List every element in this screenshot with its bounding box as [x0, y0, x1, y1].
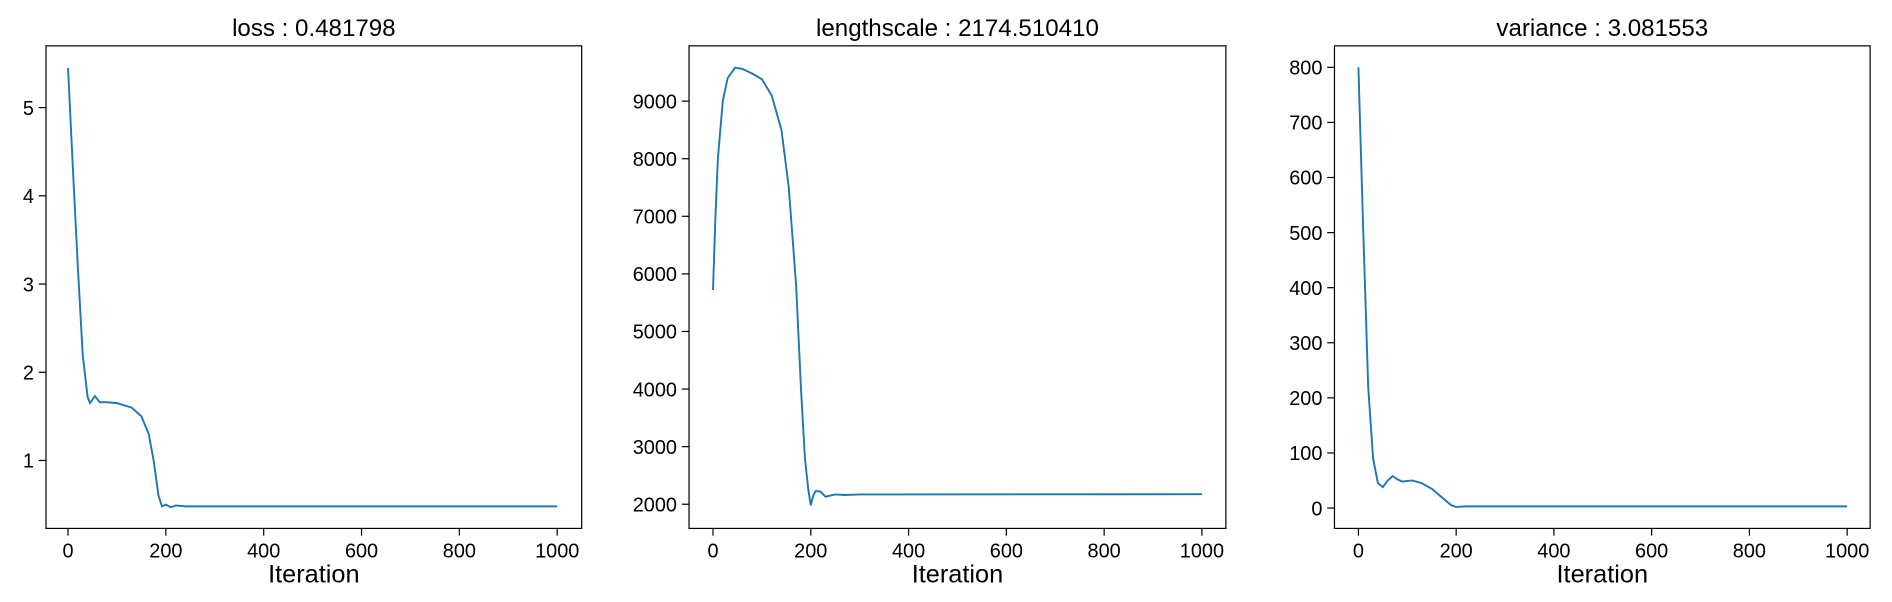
y-tick-label: 600	[1289, 168, 1322, 190]
plot-frame	[45, 45, 583, 530]
x-tick-label: 800	[1088, 540, 1121, 562]
y-tick-label: 700	[1289, 113, 1322, 135]
y-tick-label: 800	[1289, 58, 1322, 80]
panel: lengthscale : 2174.510410 0 200 400 600 800 10…	[633, 15, 1227, 589]
x-axis-label: Iteration	[1557, 561, 1649, 589]
y-tick-label: 200	[1289, 388, 1322, 410]
x-tick-label: 800	[1733, 540, 1766, 562]
x-tick-label: 600	[990, 540, 1023, 562]
x-tick-label: 600	[345, 540, 378, 562]
y-tick-label: 5000	[633, 322, 677, 344]
x-tick-label: 800	[443, 540, 476, 562]
x-tick-label: 200	[794, 540, 827, 562]
y-tick-label: 3	[23, 274, 34, 296]
x-tick-label: 1000	[1825, 540, 1869, 562]
chart-title: loss : 0.481798	[232, 15, 396, 42]
chart-title: lengthscale : 2174.510410	[816, 15, 1099, 42]
x-tick-label: 0	[62, 540, 73, 562]
x-tick-label: 400	[892, 540, 925, 562]
x-axis-label: Iteration	[268, 561, 360, 589]
x-tick-label: 200	[1440, 540, 1473, 562]
y-tick-label: 0	[1311, 498, 1322, 520]
y-tick-label: 9000	[633, 91, 677, 113]
y-tick-label: 6000	[633, 264, 677, 286]
plot-frame	[688, 45, 1227, 530]
y-tick-label: 8000	[633, 149, 677, 171]
y-tick-label: 300	[1289, 333, 1322, 355]
x-tick-label: 1000	[535, 540, 579, 562]
x-tick-label: 0	[1353, 540, 1364, 562]
x-tick-label: 400	[247, 540, 280, 562]
data-line	[67, 67, 558, 509]
data-line	[1357, 67, 1848, 508]
y-tick-label: 1	[23, 451, 34, 473]
x-tick-label: 0	[707, 540, 718, 562]
plot-frame	[1333, 45, 1871, 530]
x-axis-label: Iteration	[912, 561, 1004, 589]
panel: variance : 3.081553 0 200 400 600 800 1000 0 100…	[1289, 15, 1871, 589]
y-tick-label: 2000	[633, 494, 677, 516]
y-tick-label: 2	[23, 362, 34, 384]
panel: loss : 0.481798 0 200 400 600 800 1000 1 2 3 4 5 Ite…	[23, 15, 583, 589]
y-tick-label: 7000	[633, 207, 677, 229]
y-tick-label: 500	[1289, 223, 1322, 245]
y-tick-label: 400	[1289, 278, 1322, 300]
x-tick-label: 400	[1537, 540, 1570, 562]
x-tick-label: 1000	[1180, 540, 1224, 562]
y-tick-label: 4	[23, 186, 34, 208]
chart-title: variance : 3.081553	[1496, 15, 1708, 42]
y-tick-label: 4000	[633, 379, 677, 401]
x-tick-label: 600	[1635, 540, 1668, 562]
y-tick-label: 5	[23, 98, 34, 120]
data-line	[712, 66, 1202, 506]
y-tick-label: 3000	[633, 437, 677, 459]
x-tick-label: 200	[149, 540, 182, 562]
y-tick-label: 100	[1289, 443, 1322, 465]
